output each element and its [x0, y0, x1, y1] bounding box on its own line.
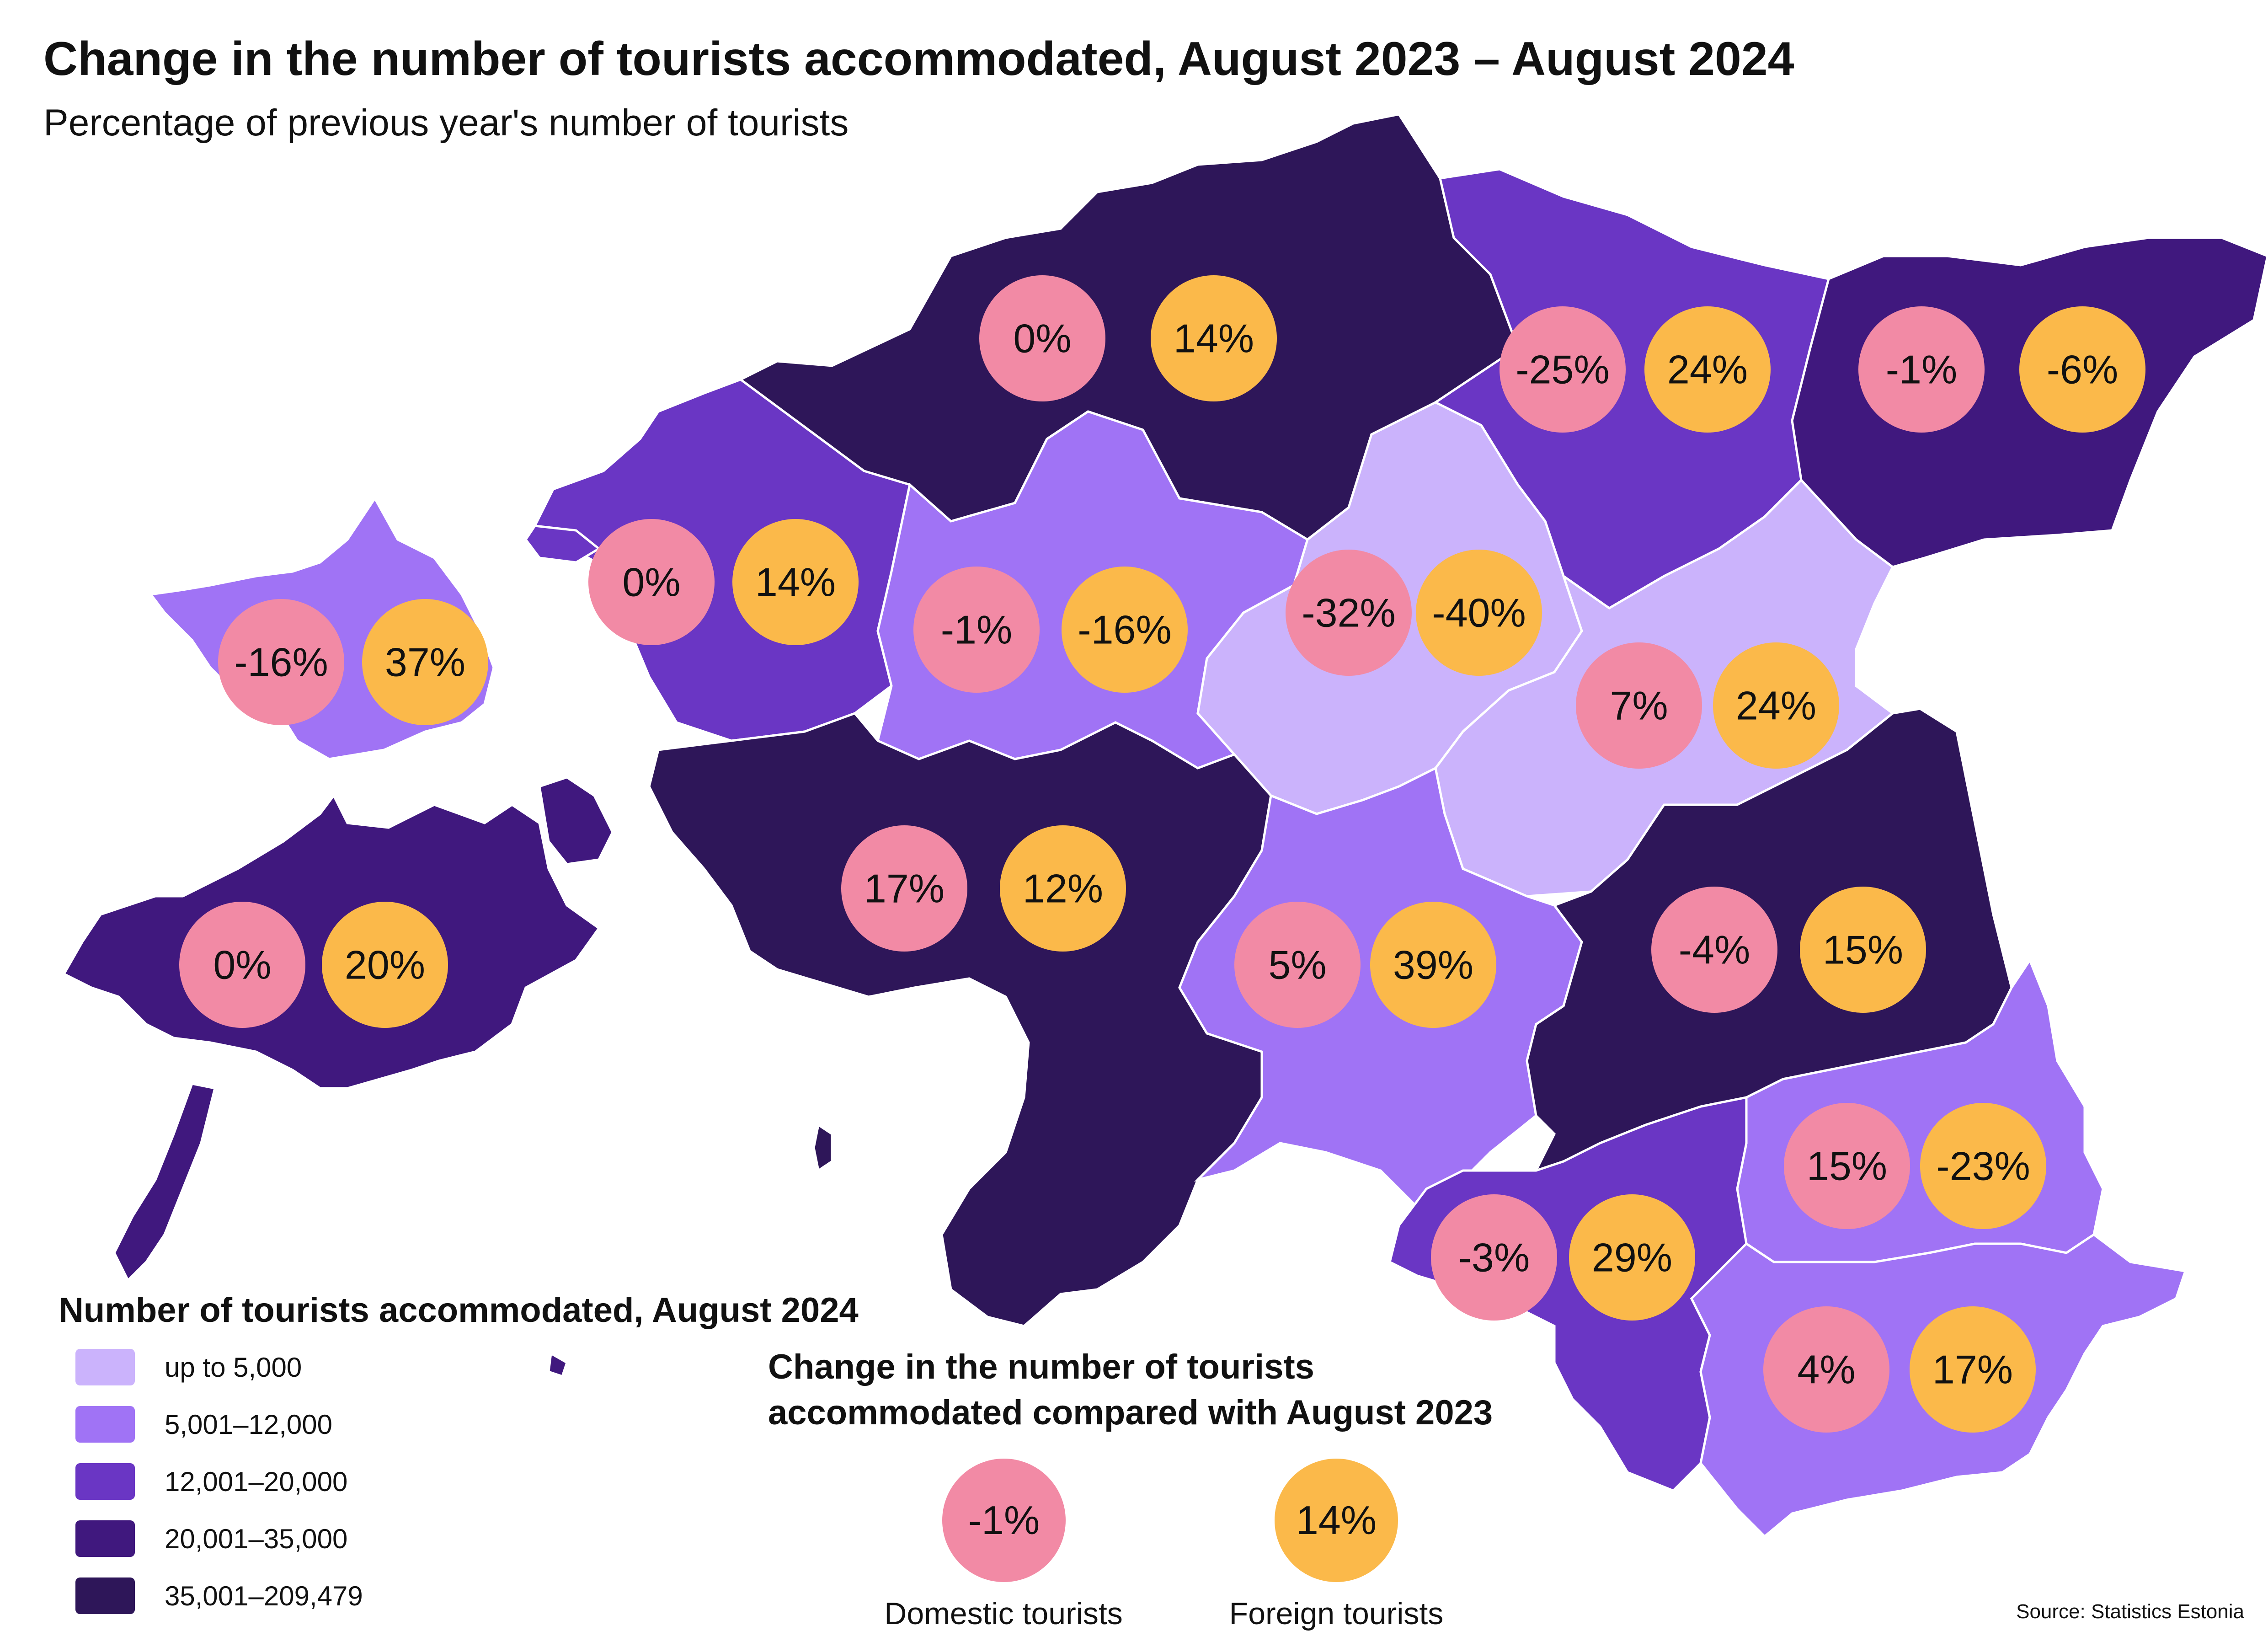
domestic-bubble-ida-viru: [1858, 306, 1985, 433]
foreign-change-label-saare: 20%: [345, 942, 425, 988]
legend-title: Number of tourists accommodated, August …: [59, 1291, 859, 1330]
region-muhu: [538, 776, 614, 866]
domestic-bubble-laane: [588, 519, 715, 645]
foreign-change-label-parnu: 12%: [1023, 866, 1103, 911]
domestic-bubble-harju: [979, 275, 1105, 401]
legend-label: 5,001–12,000: [165, 1409, 333, 1440]
foreign-bubble-rapla: [1062, 567, 1188, 693]
domestic-bubble-rapla: [913, 567, 1040, 693]
page-title: Change in the number of tourists accommo…: [43, 32, 1794, 86]
domestic-key-circle: -1%: [942, 1459, 1066, 1582]
domestic-bubble-jarva: [1286, 550, 1412, 676]
domestic-bubble-valga: [1431, 1194, 1557, 1321]
domestic-change-label-parnu: 17%: [864, 866, 945, 911]
legend-swatch: [75, 1349, 135, 1385]
foreign-bubble-viljandi: [1370, 902, 1496, 1028]
domestic-bubble-voru: [1763, 1306, 1889, 1433]
domestic-change-label-jogeva: 7%: [1610, 683, 1668, 728]
foreign-change-label-harju: 14%: [1174, 316, 1254, 361]
domestic-change-label-jarva: -32%: [1302, 590, 1395, 636]
foreign-change-label-laane: 14%: [755, 560, 836, 605]
change-legend-title-line1: Change in the number of tourists: [768, 1348, 1314, 1386]
foreign-change-label-laane-viru: 24%: [1667, 347, 1748, 392]
foreign-bubble-hiiu: [362, 599, 488, 725]
foreign-bubble-jogeva: [1713, 642, 1839, 769]
foreign-bubble-saare: [322, 902, 448, 1028]
foreign-change-label-voru: 17%: [1932, 1347, 2013, 1392]
domestic-change-label-valga: -3%: [1458, 1235, 1530, 1280]
legend-label: 35,001–209,479: [165, 1581, 363, 1611]
domestic-bubble-laane-viru: [1500, 306, 1626, 433]
domestic-bubble-polva: [1784, 1103, 1910, 1229]
foreign-change-label-jarva: -40%: [1432, 590, 1526, 636]
foreign-change-label-polva: -23%: [1936, 1144, 2030, 1189]
foreign-key-circle: 14%: [1275, 1459, 1398, 1582]
region-kihnu: [812, 1123, 833, 1173]
domestic-change-label-hiiu: -16%: [234, 640, 328, 685]
source-note: Source: Statistics Estonia: [2016, 1600, 2244, 1623]
foreign-key-label: Foreign tourists: [1229, 1596, 1444, 1631]
domestic-change-label-rapla: -1%: [941, 607, 1013, 652]
domestic-change-label-voru: 4%: [1797, 1347, 1855, 1392]
foreign-bubble-laane-viru: [1644, 306, 1771, 433]
region-vormsi: [524, 524, 601, 564]
region-saare-peninsula: [113, 1082, 217, 1283]
domestic-change-label-viljandi: 5%: [1268, 942, 1326, 988]
change-legend-title: Change in the number of tourists accommo…: [768, 1344, 1493, 1436]
domestic-bubble-viljandi: [1234, 902, 1361, 1028]
domestic-bubble-hiiu: [218, 599, 344, 725]
page-subtitle: Percentage of previous year's number of …: [43, 102, 849, 144]
domestic-bubble-tartu: [1651, 887, 1777, 1013]
foreign-bubble-laane: [732, 519, 859, 645]
foreign-change-label-valga: 29%: [1592, 1235, 1672, 1280]
foreign-bubble-tartu: [1800, 887, 1926, 1013]
foreign-change-label-tartu: 15%: [1823, 927, 1903, 973]
region-bubbles: 0% 14% -25% 24% -1% -6% -16% 37% 0% 14% -1% -16% -32…: [179, 275, 2145, 1433]
legend-label: 20,001–35,000: [165, 1524, 348, 1554]
foreign-change-label-viljandi: 39%: [1393, 942, 1473, 988]
foreign-bubble-voru: [1910, 1306, 2036, 1433]
foreign-change-label-ida-viru: -6%: [2047, 347, 2119, 392]
foreign-bubble-harju: [1151, 275, 1277, 401]
domestic-key-label: Domestic tourists: [884, 1596, 1123, 1631]
domestic-change-label-polva: 15%: [1807, 1144, 1887, 1189]
domestic-change-label-laane-viru: -25%: [1516, 347, 1609, 392]
region-valga: [1388, 1096, 1748, 1492]
legend-swatch: [75, 1520, 135, 1557]
legend-swatch: [75, 1406, 135, 1443]
domestic-bubble-parnu: [841, 825, 967, 952]
foreign-change-label-rapla: -16%: [1078, 607, 1171, 652]
domestic-change-label-saare: 0%: [213, 942, 271, 988]
domestic-change-label-tartu: -4%: [1679, 927, 1750, 973]
domestic-change-label-ida-viru: -1%: [1886, 347, 1958, 392]
domestic-change-label-harju: 0%: [1013, 316, 1071, 361]
legend-label: up to 5,000: [165, 1352, 302, 1383]
domestic-change-label-laane: 0%: [622, 560, 680, 605]
foreign-bubble-valga: [1569, 1194, 1695, 1321]
legend-label: 12,001–20,000: [165, 1466, 348, 1497]
foreign-bubble-parnu: [1000, 825, 1126, 952]
foreign-bubble-ida-viru: [2019, 306, 2145, 433]
foreign-change-label-hiiu: 37%: [385, 640, 465, 685]
domestic-bubble-jogeva: [1576, 642, 1702, 769]
region-ruhnu: [547, 1351, 569, 1378]
domestic-bubble-saare: [179, 902, 305, 1028]
legend-swatch: [75, 1463, 135, 1500]
legend-swatch: [75, 1577, 135, 1614]
region-parnu: [648, 712, 1272, 1327]
foreign-change-label-jogeva: 24%: [1736, 683, 1816, 728]
foreign-bubble-polva: [1920, 1103, 2046, 1229]
foreign-bubble-jarva: [1416, 550, 1542, 676]
change-legend-title-line2: accommodated compared with August 2023: [768, 1393, 1493, 1432]
